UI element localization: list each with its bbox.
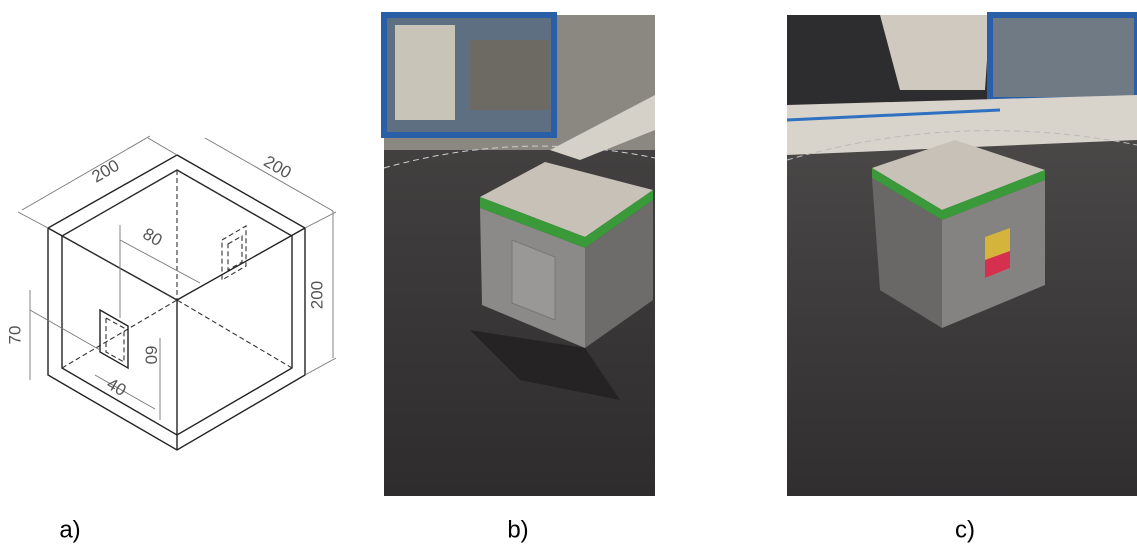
technical-drawing: 200 200 80 200 70 60 40 bbox=[5, 136, 336, 450]
dimension-label: 70 bbox=[5, 326, 24, 345]
dimension-label: 80 bbox=[140, 224, 166, 250]
photo-c bbox=[787, 15, 1137, 496]
panel-label: c) bbox=[955, 516, 975, 543]
dimension-label: 200 bbox=[307, 281, 326, 309]
dimension-label: 60 bbox=[142, 346, 161, 365]
photo-b bbox=[384, 15, 655, 496]
panel-label: b) bbox=[507, 516, 528, 543]
dimension-label: 200 bbox=[88, 156, 122, 187]
dimension-label: 40 bbox=[104, 374, 130, 400]
figure: 200 200 80 200 70 60 40 bbox=[0, 0, 1137, 551]
panel-label: a) bbox=[59, 516, 80, 543]
dimension-label: 200 bbox=[260, 152, 294, 183]
